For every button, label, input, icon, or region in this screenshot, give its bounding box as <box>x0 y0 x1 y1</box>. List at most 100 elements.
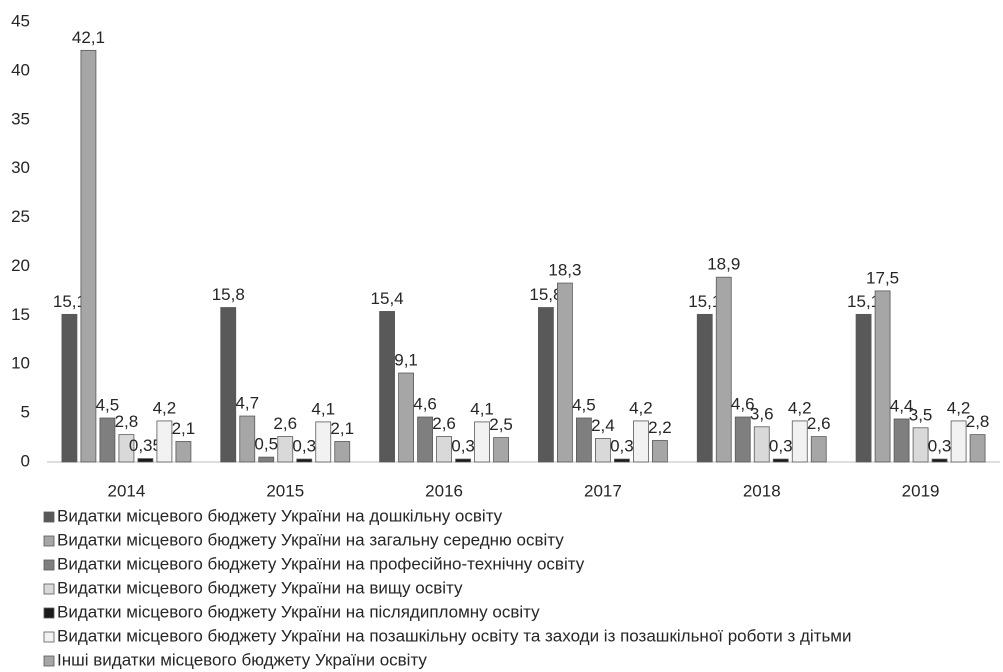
bar <box>931 458 948 463</box>
value-label: 0,3 <box>769 437 793 456</box>
bar <box>576 417 592 463</box>
bar <box>734 416 751 463</box>
value-label: 2,2 <box>648 418 672 437</box>
value-label: 15,1 <box>53 292 86 311</box>
value-label: 4,5 <box>572 395 596 414</box>
bar <box>296 458 313 463</box>
bar <box>175 441 192 463</box>
bar <box>633 420 649 463</box>
bar <box>156 420 173 463</box>
bar <box>493 437 509 463</box>
value-label: 15,8 <box>212 285 245 304</box>
value-label: 2,1 <box>172 419 196 438</box>
x-tick-label: 2019 <box>902 481 940 500</box>
legend-swatch <box>43 655 55 667</box>
value-label: 0,3 <box>928 437 952 456</box>
value-label: 15,8 <box>529 285 562 304</box>
value-label: 15,4 <box>371 289 404 308</box>
y-tick-label: 40 <box>11 60 30 79</box>
value-label: 2,6 <box>432 414 456 433</box>
y-tick-label: 5 <box>21 403 30 422</box>
bar <box>810 436 827 463</box>
y-tick-label: 30 <box>11 158 30 177</box>
value-label: 4,1 <box>311 399 335 418</box>
value-label: 18,3 <box>548 261 581 280</box>
legend-swatch <box>43 559 55 571</box>
bar <box>874 290 891 463</box>
x-tick-label: 2015 <box>266 481 304 500</box>
bar <box>137 458 154 463</box>
value-label: 17,5 <box>866 268 899 287</box>
bar <box>557 282 573 463</box>
value-label: 18,9 <box>707 255 740 274</box>
value-label: 4,2 <box>788 398 812 417</box>
bar <box>436 436 452 463</box>
value-label: 2,5 <box>489 415 513 434</box>
y-tick-label: 15 <box>11 305 30 324</box>
bar <box>455 458 471 463</box>
bar <box>417 416 433 463</box>
bar <box>239 415 256 463</box>
bar <box>379 311 395 463</box>
x-tick-label: 2014 <box>108 481 146 500</box>
bar <box>855 313 872 463</box>
value-label: 0,3 <box>292 437 316 456</box>
bar <box>277 436 294 463</box>
bar <box>220 307 237 463</box>
bar <box>258 456 275 463</box>
x-tick-label: 2017 <box>584 481 622 500</box>
legend-swatch <box>43 511 55 523</box>
value-label: 2,8 <box>115 412 139 431</box>
legend-label: Видатки місцевого бюджету України на дош… <box>57 506 503 525</box>
value-label: 3,5 <box>909 405 933 424</box>
bar <box>950 420 967 463</box>
value-label: 4,4 <box>890 396 914 415</box>
bar <box>538 307 554 463</box>
value-label: 2,8 <box>966 412 990 431</box>
value-label: 4,2 <box>629 398 653 417</box>
y-tick-label: 0 <box>21 451 30 470</box>
value-label: 3,6 <box>750 404 774 423</box>
value-label: 0,5 <box>254 435 278 454</box>
bar <box>474 421 490 463</box>
value-label: 0,3 <box>610 437 634 456</box>
bar <box>99 417 116 463</box>
legend-swatch <box>43 583 55 595</box>
legend-swatch <box>43 631 55 643</box>
y-tick-label: 20 <box>11 256 30 275</box>
bar <box>753 426 770 463</box>
value-label: 42,1 <box>72 28 105 47</box>
bar <box>118 434 135 463</box>
value-label: 2,4 <box>591 416 615 435</box>
bar <box>61 313 78 463</box>
x-tick-label: 2018 <box>743 481 781 500</box>
bar <box>334 441 351 463</box>
value-label: 4,6 <box>413 395 437 414</box>
legend-label: Видатки місцевого бюджету України на піс… <box>57 602 540 621</box>
legend-label: Видатки місцевого бюджету України на поз… <box>57 626 852 645</box>
y-tick-label: 10 <box>11 354 30 373</box>
bar <box>912 427 929 463</box>
bar <box>893 418 910 463</box>
bar <box>696 313 713 463</box>
value-label: 4,5 <box>96 395 120 414</box>
value-label: 15,1 <box>847 292 880 311</box>
value-label: 4,1 <box>470 399 494 418</box>
value-label: 4,6 <box>731 395 755 414</box>
bar <box>772 458 789 463</box>
bar <box>614 458 630 463</box>
value-label: 0,3 <box>451 437 475 456</box>
bar <box>315 421 332 463</box>
bar <box>398 372 414 463</box>
y-tick-label: 25 <box>11 207 30 226</box>
legend-label: Видатки місцевого бюджету України на про… <box>57 554 585 573</box>
bar <box>80 49 97 463</box>
value-label: 2,6 <box>807 414 831 433</box>
bar <box>715 276 732 463</box>
bar <box>652 440 668 463</box>
value-label: 15,1 <box>688 292 721 311</box>
value-label: 9,1 <box>394 351 418 370</box>
legend-label: Видатки місцевого бюджету України на заг… <box>57 530 564 549</box>
bar <box>791 420 808 463</box>
legend-swatch <box>43 535 55 547</box>
